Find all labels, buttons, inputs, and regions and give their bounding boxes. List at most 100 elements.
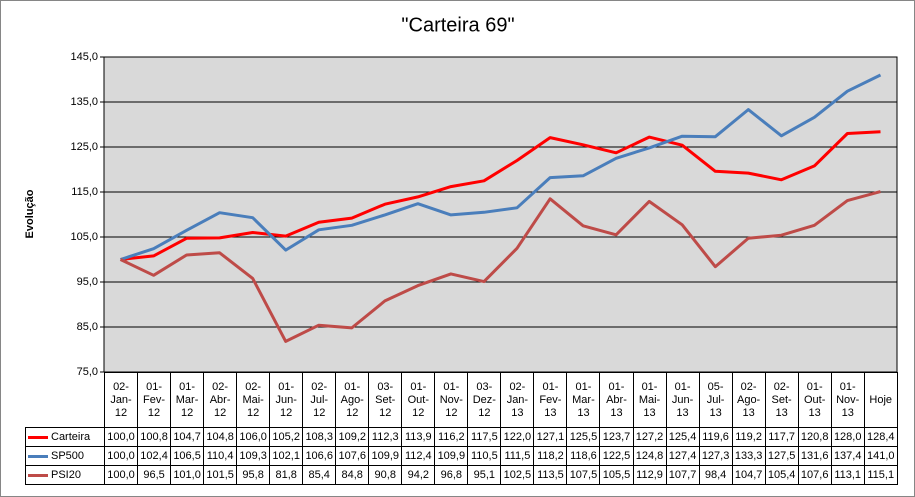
value-label: 100,8	[137, 427, 172, 447]
value-label: 109,9	[434, 446, 469, 466]
chart-title: "Carteira 69"	[401, 14, 514, 36]
value-label: 90,8	[368, 465, 403, 485]
y-tick-label: 75,0	[77, 366, 98, 378]
value-label: 128,0	[830, 427, 865, 447]
value-label: 95,1	[467, 465, 502, 485]
value-label: 104,8	[203, 427, 238, 447]
value-label: 113,1	[830, 465, 865, 485]
value-label: 94,2	[401, 465, 436, 485]
value-label: 113,5	[533, 465, 568, 485]
value-label: 100,0	[103, 465, 139, 485]
y-tick-label: 85,0	[77, 321, 98, 333]
x-tick-label: 01-Ago-12	[335, 372, 370, 428]
x-tick-label: 02-Mai-12	[236, 372, 271, 428]
x-tick-label: 02-Jan-13	[500, 372, 535, 428]
y-tick-label: 135,0	[70, 96, 98, 108]
value-label: 116,2	[434, 427, 469, 447]
value-label: 117,7	[764, 427, 799, 447]
value-label: 137,4	[830, 446, 865, 466]
x-tick-label: 01-Jun-13	[665, 372, 700, 428]
value-label: 107,5	[566, 465, 601, 485]
value-label: 107,7	[665, 465, 700, 485]
value-label: 127,4	[665, 446, 700, 466]
value-label: 110,5	[467, 446, 502, 466]
series-row: SP500 100,0 102,4 106,5 110,4 109,3 102,1 106,6…	[25, 446, 898, 466]
value-label: 127,5	[764, 446, 799, 466]
value-label: 102,5	[500, 465, 535, 485]
x-tick-label: 02-Jan-12	[103, 372, 139, 428]
x-tick-label: 01-Out-12	[401, 372, 436, 428]
value-label: 124,8	[632, 446, 667, 466]
value-label: 118,2	[533, 446, 568, 466]
legend-entry: PSI20	[25, 465, 105, 485]
x-tick-label: 01-Abr-13	[599, 372, 634, 428]
value-label: 122,5	[599, 446, 634, 466]
series-line	[119, 190, 881, 343]
x-tick-label: 01-Fev-12	[137, 372, 172, 428]
value-label: 101,0	[170, 465, 205, 485]
value-label: 120,8	[797, 427, 832, 447]
legend-entry: SP500	[25, 446, 105, 466]
x-tick-label: 01-Mar-12	[170, 372, 205, 428]
x-tick-label: 01-Nov-12	[434, 372, 469, 428]
value-label: 101,5	[203, 465, 238, 485]
value-label: 117,5	[467, 427, 502, 447]
value-label: 125,5	[566, 427, 601, 447]
value-label: 81,8	[269, 465, 304, 485]
legend-entry: Carteira	[25, 427, 105, 447]
value-label: 84,8	[335, 465, 370, 485]
value-label: 100,0	[103, 427, 139, 447]
value-label: 127,2	[632, 427, 667, 447]
series-line	[120, 73, 882, 261]
value-label: 104,7	[731, 465, 766, 485]
value-label: 109,2	[335, 427, 370, 447]
x-tick-label: 01-Out-13	[797, 372, 832, 428]
value-label: 141,0	[863, 446, 898, 466]
value-label: 98,4	[698, 465, 733, 485]
x-tick-label: 01-Mai-13	[632, 372, 667, 428]
value-label: 108,3	[302, 427, 337, 447]
x-tick-label: 02-Set-13	[764, 372, 799, 428]
value-label: 127,1	[533, 427, 568, 447]
value-label: 112,3	[368, 427, 403, 447]
value-label: 118,6	[566, 446, 601, 466]
value-label: 106,5	[170, 446, 205, 466]
series-line	[120, 130, 881, 261]
value-label: 133,3	[731, 446, 766, 466]
value-label: 104,7	[170, 427, 205, 447]
value-label: 128,4	[863, 427, 898, 447]
value-label: 110,4	[203, 446, 238, 466]
value-label: 123,7	[599, 427, 634, 447]
category-row: 02-Jan-12 01-Fev-12 01-Mar-12 02-Abr-12 02-M…	[26, 372, 898, 428]
value-label: 113,9	[401, 427, 436, 447]
legend-label: Carteira	[51, 431, 91, 443]
value-label: 112,4	[401, 446, 436, 466]
x-tick-label: Hoje	[863, 372, 898, 428]
value-label: 131,6	[797, 446, 832, 466]
value-label: 100,0	[103, 446, 139, 466]
x-tick-label: 01-Fev-13	[533, 372, 568, 428]
series-row: Carteira 100,0 100,8 104,7 104,8 106,0 105,2 10…	[25, 427, 898, 447]
x-tick-label: 01-Jun-12	[269, 372, 304, 428]
legend-swatch	[28, 473, 48, 477]
value-label: 107,6	[797, 465, 832, 485]
value-label: 106,0	[236, 427, 271, 447]
legend-swatch	[28, 454, 48, 458]
y-tick-label: 95,0	[77, 276, 98, 288]
legend-label: PSI20	[51, 469, 81, 481]
value-label: 96,5	[137, 465, 172, 485]
x-tick-label: 02-Ago-13	[731, 372, 766, 428]
value-label: 119,2	[731, 427, 766, 447]
table-corner	[26, 373, 105, 428]
value-label: 127,3	[698, 446, 733, 466]
y-tick-label: 105,0	[70, 231, 98, 243]
value-label: 96,8	[434, 465, 469, 485]
plot-area	[103, 56, 898, 373]
x-tick-label: 05-Jul-13	[698, 372, 733, 428]
value-label: 109,3	[236, 446, 271, 466]
value-label: 105,2	[269, 427, 304, 447]
value-label: 109,9	[368, 446, 403, 466]
legend-label: SP500	[51, 450, 85, 462]
x-tick-label: 02-Abr-12	[203, 372, 238, 428]
